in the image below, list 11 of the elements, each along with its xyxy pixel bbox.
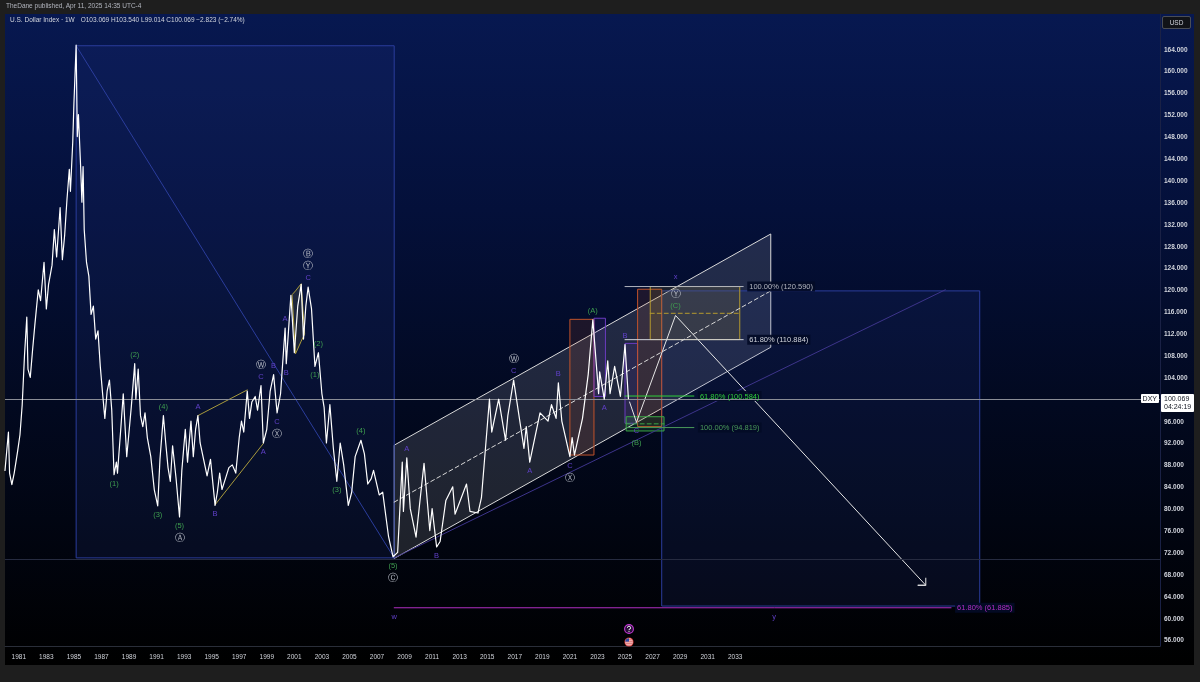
annotation: Ⓨ [670,288,681,300]
annotation: Ⓒ [388,571,399,583]
annotation: Ⓨ [303,260,314,272]
line-series [629,315,927,586]
annotation: Ⓐ [174,531,185,543]
annotation: Ⓧ [564,471,575,483]
line-series [4,44,630,558]
annotation: Ⓦ [256,358,266,370]
annotation: Ⓧ [272,427,283,439]
annotation: Ⓑ [303,248,314,260]
annotation: Ⓦ [508,353,519,365]
